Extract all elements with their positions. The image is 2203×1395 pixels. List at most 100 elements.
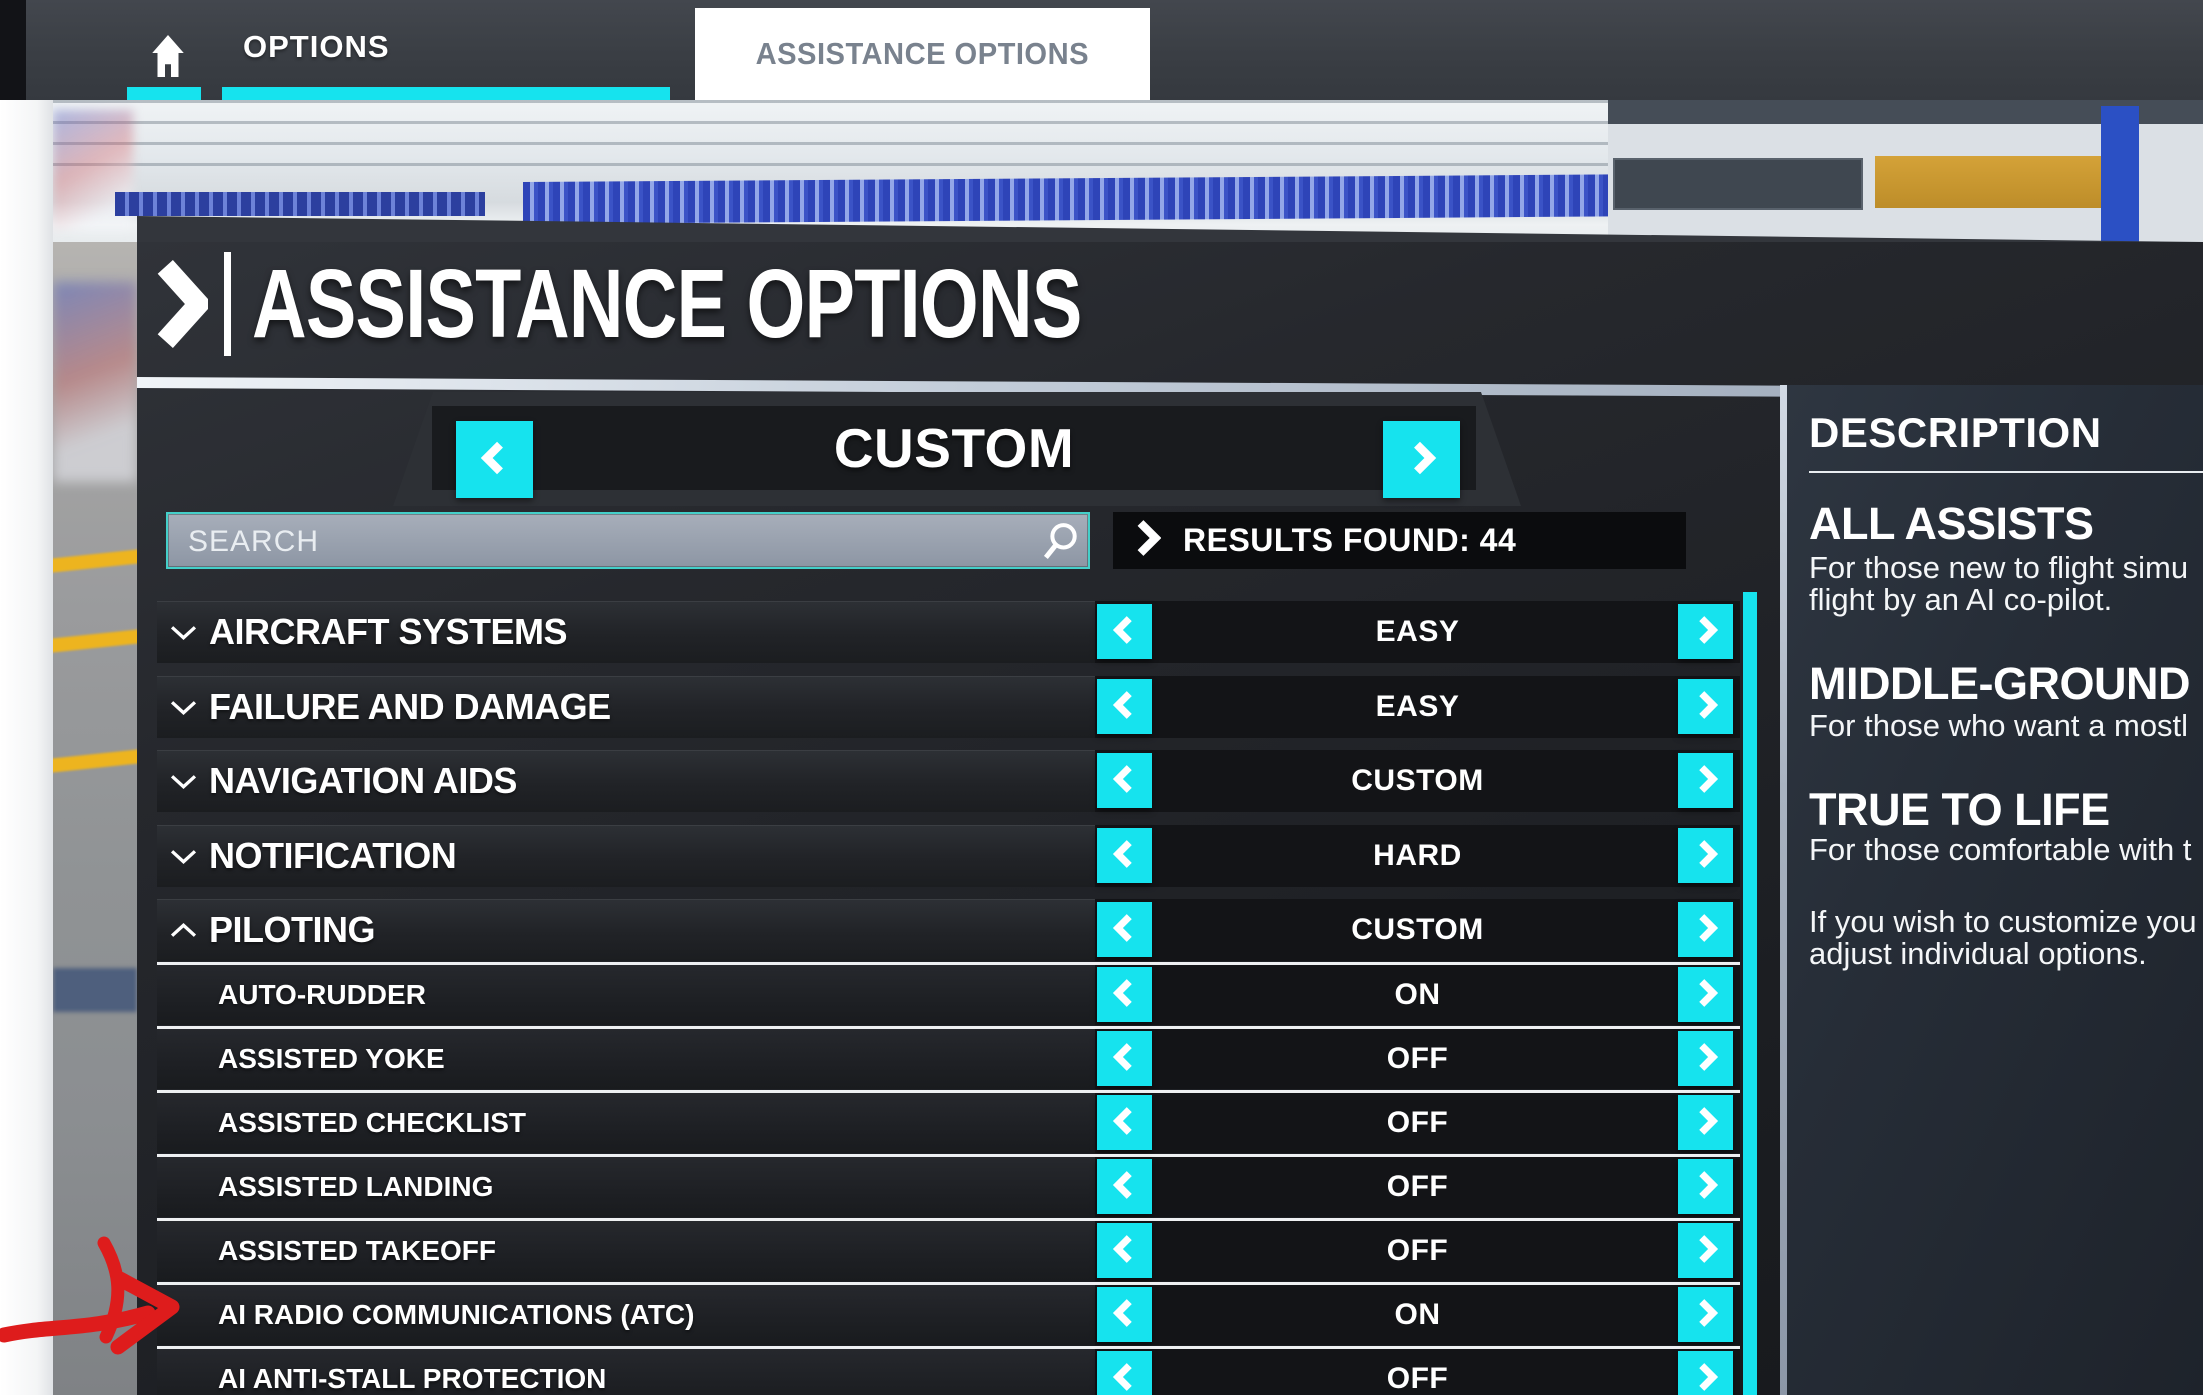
row-increase-button[interactable] xyxy=(1678,604,1733,659)
row-decrease-button[interactable] xyxy=(1097,1223,1152,1278)
row-separator xyxy=(157,1282,1740,1285)
assist-row-value: OFF xyxy=(1386,1170,1449,1203)
row-decrease-button[interactable] xyxy=(1097,679,1152,734)
assist-row-label: AUTO-RUDDER xyxy=(218,979,426,1010)
row-value-strip xyxy=(1095,750,1740,812)
preset-value: CUSTOM xyxy=(833,417,1075,479)
chevron-right-icon xyxy=(1689,1360,1723,1395)
tab-assistance-options-label: ASSISTANCE OPTIONS xyxy=(755,36,1090,71)
scrollbar[interactable] xyxy=(1743,592,1757,1395)
background-blue-pipe xyxy=(2101,106,2139,242)
assist-row[interactable]: ASSISTED YOKE OFF xyxy=(157,1029,1740,1089)
background-orange-band xyxy=(1875,156,2115,208)
chevron-right-icon xyxy=(1135,520,1162,561)
assist-row[interactable]: ASSISTED CHECKLIST OFF xyxy=(157,1093,1740,1153)
chevron-left-icon xyxy=(1108,762,1142,799)
home-button[interactable] xyxy=(140,28,196,86)
description-text-line: flight by an AI co-pilot. xyxy=(1809,582,2113,617)
assist-row-value: EASY xyxy=(1375,690,1460,723)
description-panel: DESCRIPTION ALL ASSISTS For those new to … xyxy=(1787,385,2203,1395)
description-heading: ALL ASSISTS xyxy=(1809,498,2094,549)
chevron-left-icon xyxy=(1108,688,1142,725)
row-decrease-button[interactable] xyxy=(1097,1159,1152,1214)
row-increase-button[interactable] xyxy=(1678,828,1733,883)
preset-next-button[interactable] xyxy=(1383,421,1460,498)
assist-row[interactable]: AI ANTI-STALL PROTECTION OFF xyxy=(157,1349,1740,1395)
chevron-left-icon xyxy=(475,438,515,481)
row-separator xyxy=(157,962,1740,965)
tab-options-label[interactable]: OPTIONS xyxy=(243,29,390,64)
assist-row[interactable]: PILOTING CUSTOM xyxy=(157,899,1740,961)
row-value-strip xyxy=(1095,676,1740,738)
tab-assistance-options[interactable]: ASSISTANCE OPTIONS xyxy=(695,8,1150,100)
row-increase-button[interactable] xyxy=(1678,1031,1733,1086)
results-found-box: RESULTS FOUND: 44 xyxy=(1113,512,1686,569)
row-increase-button[interactable] xyxy=(1678,1159,1733,1214)
row-decrease-button[interactable] xyxy=(1097,1095,1152,1150)
row-value-strip xyxy=(1095,1093,1740,1153)
assist-row-label: ASSISTED YOKE xyxy=(218,1043,445,1074)
assist-row-label: NOTIFICATION xyxy=(209,835,457,876)
chevron-left-icon xyxy=(1108,1040,1142,1077)
background-tarmac-strip xyxy=(53,242,137,1395)
home-icon xyxy=(150,33,186,82)
row-increase-button[interactable] xyxy=(1678,1095,1733,1150)
row-decrease-button[interactable] xyxy=(1097,1351,1152,1395)
chevron-right-icon xyxy=(1689,1104,1723,1141)
assist-row[interactable]: NAVIGATION AIDS CUSTOM xyxy=(157,750,1740,812)
row-increase-button[interactable] xyxy=(1678,902,1733,957)
row-increase-button[interactable] xyxy=(1678,753,1733,808)
row-increase-button[interactable] xyxy=(1678,967,1733,1022)
chevron-left-icon xyxy=(1108,1168,1142,1205)
assist-row-value: OFF xyxy=(1386,1234,1449,1267)
assist-row[interactable]: ASSISTED TAKEOFF OFF xyxy=(157,1221,1740,1281)
preset-prev-button[interactable] xyxy=(456,421,533,498)
row-decrease-button[interactable] xyxy=(1097,753,1152,808)
preset-selector-bar xyxy=(432,406,1476,490)
title-divider-bar xyxy=(224,252,231,356)
assist-row[interactable]: NOTIFICATION HARD xyxy=(157,825,1740,887)
chevron-right-icon xyxy=(1402,438,1442,481)
row-decrease-button[interactable] xyxy=(1097,967,1152,1022)
assist-row-label: ASSISTED CHECKLIST xyxy=(218,1107,527,1138)
row-increase-button[interactable] xyxy=(1678,1351,1733,1395)
assist-row[interactable]: AI RADIO COMMUNICATIONS (ATC) ON xyxy=(157,1285,1740,1345)
assist-row-label: PILOTING xyxy=(209,909,376,950)
row-separator xyxy=(157,1218,1740,1221)
row-increase-button[interactable] xyxy=(1678,1287,1733,1342)
row-increase-button[interactable] xyxy=(1678,1223,1733,1278)
description-title: DESCRIPTION xyxy=(1809,409,2102,456)
row-increase-button[interactable] xyxy=(1678,679,1733,734)
row-decrease-button[interactable] xyxy=(1097,1031,1152,1086)
assist-row[interactable]: FAILURE AND DAMAGE EASY xyxy=(157,676,1740,738)
row-decrease-button[interactable] xyxy=(1097,828,1152,883)
page-title: ASSISTANCE OPTIONS xyxy=(252,249,1082,358)
row-value-strip xyxy=(1095,899,1740,961)
chevron-left-icon xyxy=(1108,1360,1142,1395)
row-value-strip xyxy=(1095,1221,1740,1281)
assist-row-value: CUSTOM xyxy=(1351,764,1484,797)
chevron-down-icon xyxy=(170,601,197,663)
row-decrease-button[interactable] xyxy=(1097,902,1152,957)
tarmac-shadow-patch xyxy=(53,968,137,1012)
chevron-down-icon xyxy=(170,825,197,887)
assist-row-label: NAVIGATION AIDS xyxy=(209,760,517,801)
chevron-down-icon xyxy=(170,676,197,738)
chevron-right-icon xyxy=(1689,1168,1723,1205)
tarmac-blur xyxy=(53,282,137,482)
chevron-right-icon xyxy=(1689,911,1723,948)
chevron-left-icon xyxy=(1108,613,1142,650)
row-decrease-button[interactable] xyxy=(1097,604,1152,659)
assist-row[interactable]: AUTO-RUDDER ON xyxy=(157,965,1740,1025)
row-decrease-button[interactable] xyxy=(1097,1287,1152,1342)
assist-row-label: AIRCRAFT SYSTEMS xyxy=(209,611,568,652)
search-icon[interactable] xyxy=(1040,521,1080,566)
blue-striped-awning-left xyxy=(115,192,485,216)
assist-row[interactable]: ASSISTED LANDING OFF xyxy=(157,1157,1740,1217)
search-box xyxy=(166,512,1090,569)
search-input[interactable] xyxy=(186,514,1010,569)
row-value-strip xyxy=(1095,1285,1740,1345)
assist-row[interactable]: AIRCRAFT SYSTEMS EASY xyxy=(157,601,1740,663)
home-tab-underline xyxy=(127,87,201,101)
